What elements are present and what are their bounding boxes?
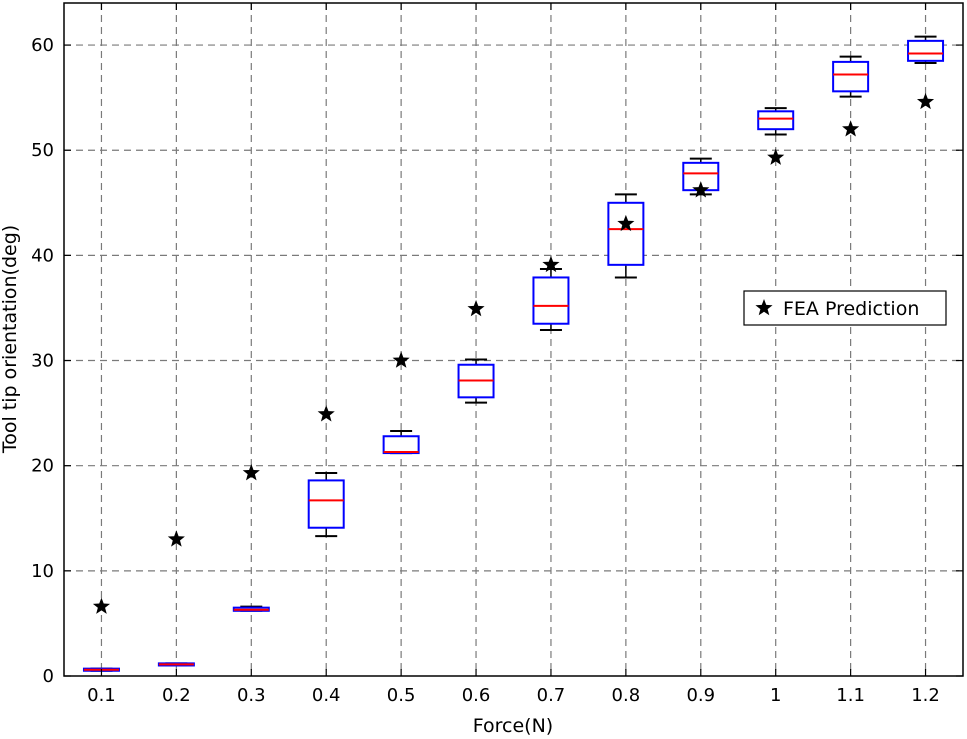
box-0.7 (532, 268, 570, 332)
fea-star-marker (542, 255, 560, 273)
x-tick-label: 0.5 (387, 685, 416, 706)
legend-box (743, 290, 947, 326)
fea-star-marker (692, 181, 710, 198)
box-body (382, 435, 420, 455)
x-axis-label: Force(N) (473, 715, 553, 737)
legend: FEA Prediction (743, 290, 947, 326)
box-body (907, 39, 945, 62)
x-tick-label: 0.4 (312, 685, 341, 706)
box-0.3 (232, 605, 270, 612)
fea-star-marker (767, 148, 785, 165)
legend-label: FEA Prediction (783, 298, 919, 320)
x-tick-label: 0.2 (162, 685, 191, 706)
y-axis-label: Tool tip orientation(deg) (0, 225, 21, 454)
box-body (532, 276, 570, 325)
axis-ticks: 0.1 0.2 0.3 0.4 0.5 0.6 0.7 0.8 0.9 1 1.1 1.2 0 10 20 3… (31, 3, 963, 706)
box-body (832, 60, 870, 93)
box-0.4 (307, 472, 345, 538)
box-0.8 (607, 193, 645, 279)
fea-star-marker (167, 530, 185, 547)
fea-star-marker (467, 300, 485, 317)
box-body (607, 201, 645, 266)
y-tick-label: 30 (31, 351, 54, 372)
box-0.5 (382, 429, 420, 455)
grid-lines (64, 3, 963, 676)
y-tick-label: 10 (31, 561, 54, 582)
fea-prediction-series (92, 92, 935, 614)
x-tick-label: 1 (770, 685, 781, 706)
x-tick-label: 1.1 (836, 685, 865, 706)
x-tick-label: 0.9 (686, 685, 715, 706)
legend-star-marker (755, 299, 773, 316)
x-tick-label: 0.6 (462, 685, 491, 706)
fea-star-marker (617, 214, 635, 232)
x-tick-label: 0.3 (237, 685, 266, 706)
fea-star-marker (842, 120, 860, 137)
fea-star-marker (916, 92, 935, 110)
box-body (757, 110, 795, 131)
x-tick-label: 0.1 (87, 685, 116, 706)
box-0.2 (157, 662, 195, 667)
fea-star-marker (242, 464, 260, 481)
plot-frame (63, 2, 964, 677)
box-1.2 (907, 35, 945, 64)
x-tick-label: 0.8 (612, 685, 641, 706)
box-1.1 (832, 55, 870, 98)
box-0.6 (457, 358, 495, 404)
y-tick-label: 0 (43, 666, 54, 687)
fea-star-marker (392, 351, 410, 368)
fea-star-marker (317, 405, 335, 422)
box-1 (757, 107, 795, 136)
box-plot-series (82, 35, 945, 672)
y-tick-label: 20 (31, 456, 54, 477)
y-tick-label: 60 (31, 35, 54, 56)
fea-star-marker (92, 597, 111, 614)
y-tick-label: 50 (31, 140, 54, 161)
box-body (307, 479, 345, 529)
x-tick-label: 0.7 (537, 685, 566, 706)
x-tick-label: 1.2 (911, 685, 940, 706)
y-tick-label: 40 (31, 245, 54, 266)
